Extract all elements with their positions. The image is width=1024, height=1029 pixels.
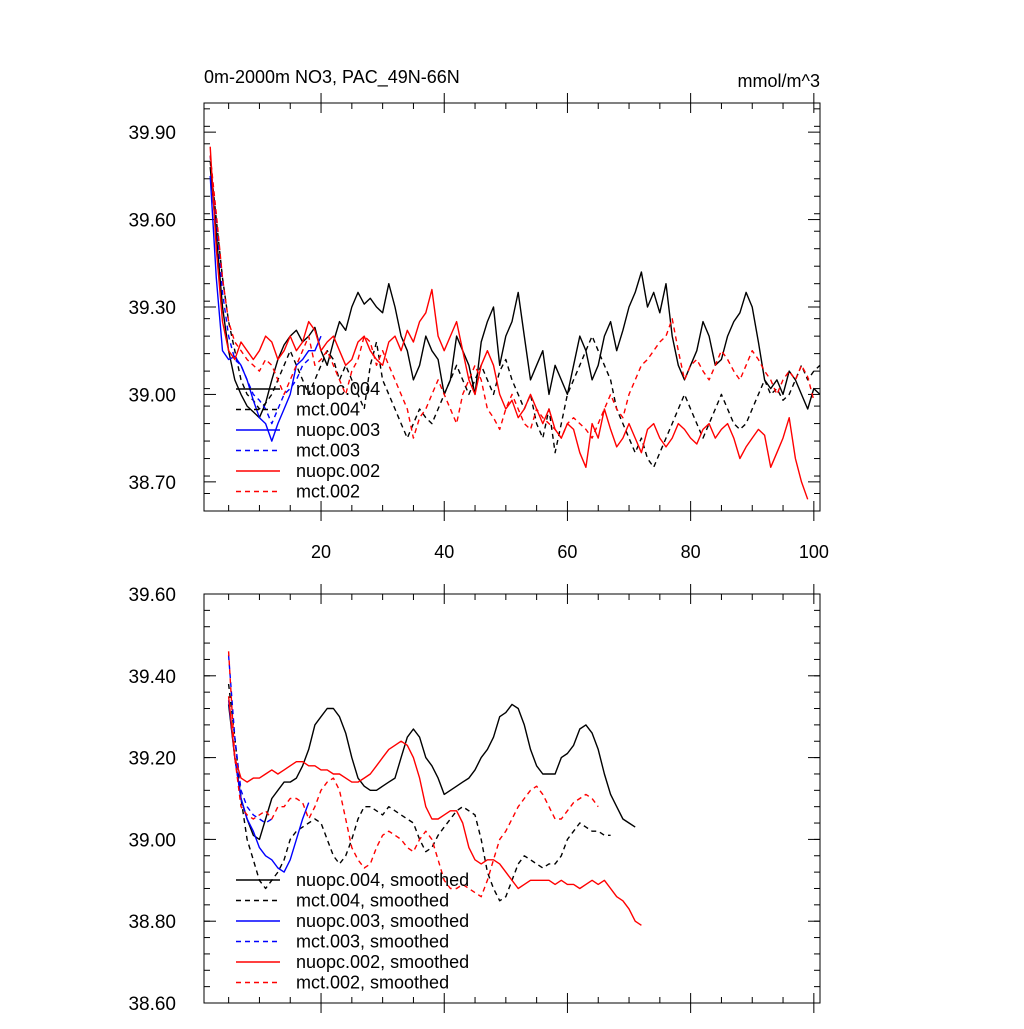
legend-label: nuopc.004 [296,379,380,399]
y-tick-label: 39.60 [128,585,176,606]
series-line-mct-003 [209,155,310,425]
y-tick-label: 39.90 [128,123,176,144]
y-tick-label: 39.00 [128,385,176,406]
series-line-nuopc-004 [209,167,820,419]
series-line-mct-002 [209,155,815,439]
chart-units: mmol/m^3 [738,71,820,91]
y-tick-label: 38.70 [128,473,176,494]
series-group [209,146,820,500]
legend-label: mct.002, smoothed [296,973,449,993]
series-line-mct-003-smoothed [227,655,273,824]
bottom-panel: 38.60 38.80 39.00 39.20 39.40 39.60 nuopc.004,… [128,584,821,1015]
series-line-nuopc-002-smoothed [227,696,642,926]
legend-label: mct.002 [296,482,360,502]
legend-label: nuopc.003 [296,420,380,440]
x-tick-label: 100 [799,542,829,562]
legend-label: nuopc.004, smoothed [296,870,469,890]
series-group [227,651,642,926]
x-tick-label: 20 [311,542,331,562]
series-line-nuopc-003-smoothed [227,700,310,873]
y-tick-label: 39.60 [128,211,176,232]
legend-label: nuopc.003, smoothed [296,911,469,931]
legend: nuopc.004mct.004nuopc.003mct.003nuopc.00… [236,379,380,502]
y-tick-label: 39.40 [128,667,176,688]
chart-title: 0m-2000m NO3, PAC_49N-66N [204,67,460,88]
legend-label: nuopc.002 [296,461,380,481]
x-tick-label: 40 [434,542,454,562]
y-tick-label: 39.00 [128,830,176,851]
legend-label: mct.004 [296,400,360,420]
x-tick-label: 80 [681,542,701,562]
x-tick-label: 60 [557,542,577,562]
series-line-mct-004-smoothed [227,683,611,902]
series-line-nuopc-004-smoothed [227,703,636,841]
y-tick-label: 38.80 [128,912,176,933]
y-tick-label: 39.30 [128,298,176,319]
legend-label: nuopc.002, smoothed [296,952,469,972]
series-line-nuopc-003 [209,175,322,442]
plot-frame [203,593,821,1004]
series-line-nuopc-002 [209,146,809,500]
legend-label: mct.003 [296,441,360,461]
legend-label: mct.004, smoothed [296,891,449,911]
y-tick-label: 38.60 [128,994,176,1015]
y-tick-label: 39.20 [128,749,176,770]
legend-label: mct.003, smoothed [296,932,449,952]
top-panel: 20 40 60 80 100 38.70 39.00 39.30 39.60 39.90 nuop… [128,93,829,562]
series-line-mct-002-smoothed [227,651,599,898]
series-line-mct-004 [209,161,820,468]
